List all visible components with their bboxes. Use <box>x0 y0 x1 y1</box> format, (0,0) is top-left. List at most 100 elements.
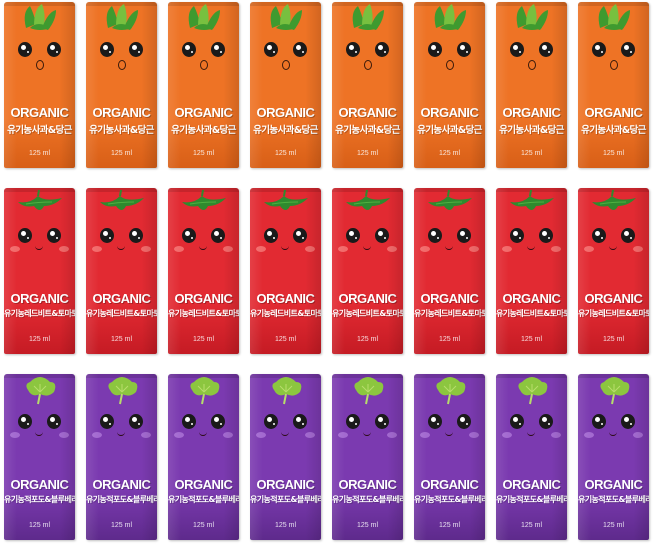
right-eye-icon <box>293 42 307 57</box>
product-name: 유기농적포도&블루베리 <box>332 495 403 504</box>
product-name: 유기농사과&당근 <box>253 125 318 136</box>
carrot-leaf-icon <box>270 4 302 30</box>
brand-label: ORGANIC <box>502 477 561 492</box>
right-eye-icon <box>539 228 553 243</box>
cheek-blush <box>305 432 315 438</box>
right-eye-icon <box>47 414 61 429</box>
cheek-blush <box>502 246 512 252</box>
grape-leaf-icon <box>272 377 302 405</box>
cheek-blush <box>141 246 151 252</box>
box-top-seam <box>4 374 75 378</box>
product-name: 유기농레드비트&토마토 <box>250 309 321 318</box>
carrot-leaf-icon <box>352 4 384 30</box>
mouth-icon <box>281 431 289 436</box>
mouth-icon <box>363 431 371 436</box>
cheek-blush <box>420 432 430 438</box>
left-eye-icon <box>18 42 32 57</box>
carrot-juice-box: ORGANIC 유기농사과&당근 125 ml <box>250 2 321 168</box>
right-eye-icon <box>211 228 225 243</box>
cheek-blush <box>338 246 348 252</box>
left-eye-icon <box>346 42 360 57</box>
grape-leaf-icon <box>436 377 466 405</box>
product-name: 유기농레드비트&토마토 <box>86 309 157 318</box>
tomato-juice-box: ORGANIC 유기농레드비트&토마토 125 ml <box>578 188 649 354</box>
carrot-leaf-icon <box>106 4 138 30</box>
brand-label: ORGANIC <box>338 291 397 306</box>
right-eye-icon <box>211 414 225 429</box>
product-name: 유기농적포도&블루베리 <box>578 495 649 504</box>
carrot-juice-box: ORGANIC 유기농사과&당근 125 ml <box>4 2 75 168</box>
right-eye-icon <box>457 228 471 243</box>
grape-leaf-icon <box>518 377 548 405</box>
box-top-seam <box>414 2 485 6</box>
volume-label: 125 ml <box>602 150 624 157</box>
mouth-icon <box>118 60 126 70</box>
tomato-leaf-icon <box>428 189 472 210</box>
right-eye-icon <box>621 42 635 57</box>
grape-juice-box: ORGANIC 유기농적포도&블루베리 125 ml <box>168 374 239 540</box>
mouth-icon <box>117 431 125 436</box>
left-eye-icon <box>100 414 114 429</box>
brand-label: ORGANIC <box>420 477 479 492</box>
tomato-leaf-icon <box>592 189 636 210</box>
cheek-blush <box>387 432 397 438</box>
cheek-blush <box>305 246 315 252</box>
volume-label: 125 ml <box>520 336 542 343</box>
product-name: 유기농레드비트&토마토 <box>496 309 567 318</box>
product-name: 유기농적포도&블루베리 <box>168 495 239 504</box>
brand-label: ORGANIC <box>256 477 315 492</box>
product-name: 유기농적포도&블루베리 <box>496 495 567 504</box>
brand-label: ORGANIC <box>502 291 561 306</box>
mouth-icon <box>527 431 535 436</box>
grape-leaf-icon <box>108 377 138 405</box>
product-name: 유기농적포도&블루베리 <box>86 495 157 504</box>
tomato-juice-box: ORGANIC 유기농레드비트&토마토 125 ml <box>414 188 485 354</box>
carrot-juice-box: ORGANIC 유기농사과&당근 125 ml <box>578 2 649 168</box>
product-name: 유기농사과&당근 <box>581 125 646 136</box>
mouth-icon <box>200 60 208 70</box>
right-eye-icon <box>293 414 307 429</box>
cheek-blush <box>174 432 184 438</box>
box-top-seam <box>578 188 649 192</box>
left-eye-icon <box>100 42 114 57</box>
cheek-blush <box>256 246 266 252</box>
product-name: 유기농적포도&블루베리 <box>414 495 485 504</box>
product-name: 유기농사과&당근 <box>417 125 482 136</box>
volume-label: 125 ml <box>192 150 214 157</box>
product-name: 유기농레드비트&토마토 <box>578 309 649 318</box>
cheek-blush <box>10 246 20 252</box>
volume-label: 125 ml <box>28 522 50 529</box>
cheek-blush <box>223 432 233 438</box>
cheek-blush <box>92 432 102 438</box>
brand-label: ORGANIC <box>338 477 397 492</box>
carrot-leaf-icon <box>598 4 630 30</box>
volume-label: 125 ml <box>602 522 624 529</box>
cheek-blush <box>59 246 69 252</box>
box-top-seam <box>332 2 403 6</box>
box-top-seam <box>250 374 321 378</box>
left-eye-icon <box>592 414 606 429</box>
cheek-blush <box>551 246 561 252</box>
box-top-seam <box>168 188 239 192</box>
carrot-juice-box: ORGANIC 유기농사과&당근 125 ml <box>414 2 485 168</box>
box-top-seam <box>86 374 157 378</box>
right-eye-icon <box>47 228 61 243</box>
grape-juice-box: ORGANIC 유기농적포도&블루베리 125 ml <box>578 374 649 540</box>
volume-label: 125 ml <box>356 150 378 157</box>
box-top-seam <box>4 188 75 192</box>
right-eye-icon <box>129 414 143 429</box>
product-name: 유기농레드비트&토마토 <box>168 309 239 318</box>
mouth-icon <box>36 60 44 70</box>
cheek-blush <box>584 432 594 438</box>
mouth-icon <box>528 60 536 70</box>
volume-label: 125 ml <box>438 522 460 529</box>
carrot-leaf-icon <box>434 4 466 30</box>
grape-leaf-icon <box>26 377 56 405</box>
tomato-leaf-icon <box>510 189 554 210</box>
volume-label: 125 ml <box>274 150 296 157</box>
carrot-leaf-icon <box>516 4 548 30</box>
cheek-blush <box>502 432 512 438</box>
grape-leaf-icon <box>600 377 630 405</box>
box-top-seam <box>578 2 649 6</box>
